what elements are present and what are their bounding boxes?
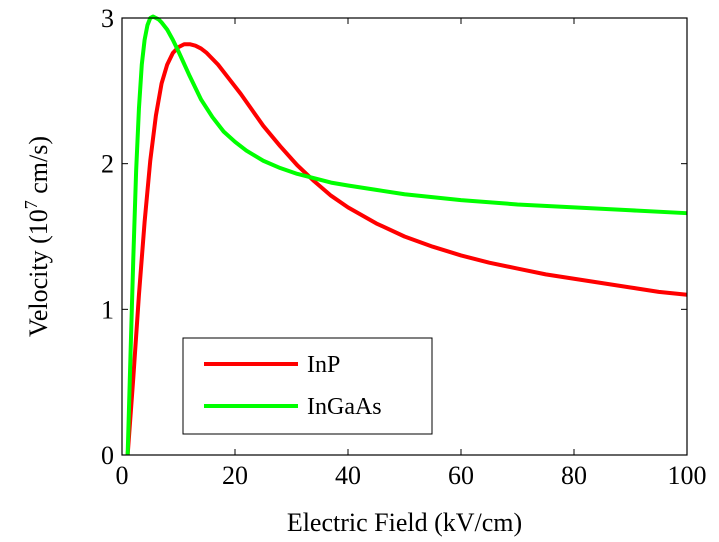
series-line-ingaas [125,14,688,456]
legend-label-ingaas: InGaAs [307,394,382,420]
x-tick-label: 0 [116,461,129,490]
y-axis-label-prefix: Velocity (10 [24,209,53,337]
y-tick-label: 3 [101,4,114,33]
series-layer [125,14,688,456]
y-axis-label-suffix: cm/s) [24,136,53,200]
y-axis-label-exponent: 7 [21,200,41,209]
x-tick-label: 60 [448,461,474,490]
y-axis-label: Velocity (107 cm/s) [21,136,53,337]
series-line-inp [125,42,688,456]
legend: InP InGaAs [182,337,433,435]
y-tick-label: 1 [101,295,114,324]
x-tick-label: 40 [335,461,361,490]
legend-box [182,337,433,435]
x-tick-label: 20 [222,461,248,490]
x-axis-label: Electric Field (kV/cm) [287,508,522,537]
y-tick-label: 2 [101,150,114,179]
plot-frame [121,17,688,456]
ticks-layer: 0 20 40 60 80 100 0 1 2 3 [101,4,707,490]
y-tick-label: 0 [101,441,114,470]
x-tick-label: 100 [668,461,707,490]
legend-label-inp: InP [307,352,340,378]
x-tick-label: 80 [561,461,587,490]
